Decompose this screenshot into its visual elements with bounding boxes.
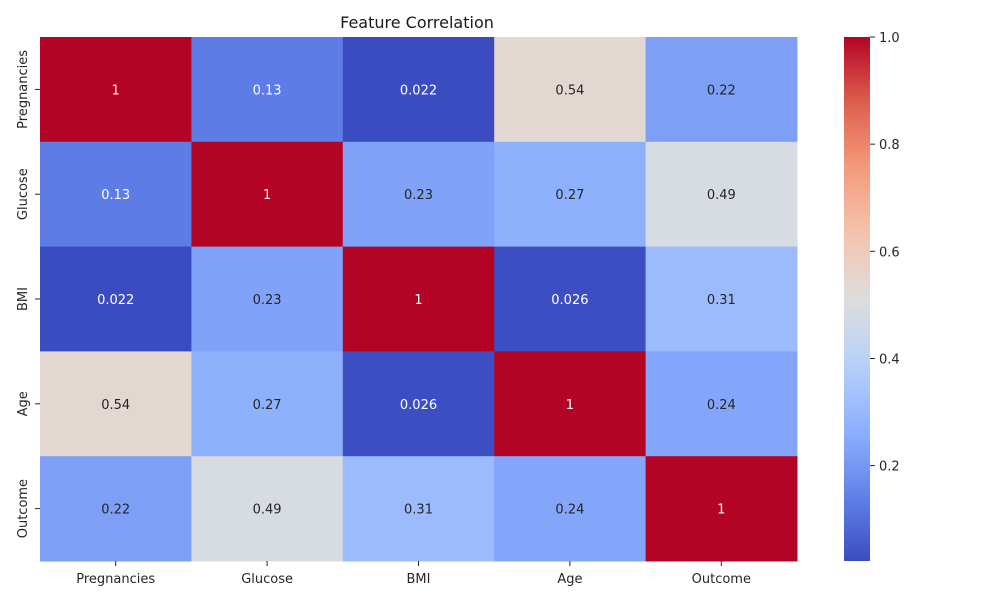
heatmap-cell-2-0 bbox=[40, 246, 192, 352]
cell-value-label-4-0: 0.22 bbox=[101, 503, 130, 518]
heatmap-cell-0-3 bbox=[494, 37, 647, 143]
y-tick-label-3: Age bbox=[16, 391, 31, 416]
y-tick-label-0: Pregnancies bbox=[16, 50, 31, 129]
cell-value-label-3-3: 1 bbox=[566, 398, 574, 413]
heatmap-cell-2-3 bbox=[494, 246, 647, 352]
cell-value-label-0-2: 0.022 bbox=[400, 83, 437, 98]
y-tick-label-1: Glucose bbox=[16, 168, 31, 220]
heatmap-cell-0-0 bbox=[40, 37, 192, 143]
heatmap-cell-4-3 bbox=[494, 456, 647, 562]
heatmap-cell-3-2 bbox=[342, 351, 495, 457]
cell-value-label-1-0: 0.13 bbox=[101, 188, 130, 203]
x-tick-label-4: Outcome bbox=[692, 572, 751, 587]
colorbar-tick-label-4: 1.0 bbox=[879, 31, 900, 46]
cell-value-label-3-2: 0.026 bbox=[400, 398, 437, 413]
heatmap-cell-0-1 bbox=[191, 37, 344, 143]
heatmap-cells: 1 0.13 0.022 0.54 0.22 0.13 1 0.23 0.27 0.49 0.022… bbox=[40, 37, 798, 562]
cell-value-label-0-1: 0.13 bbox=[253, 83, 282, 98]
heatmap-cell-0-2 bbox=[342, 37, 495, 143]
cell-value-label-1-4: 0.49 bbox=[707, 188, 736, 203]
cell-value-label-3-4: 0.24 bbox=[707, 398, 736, 413]
heatmap-cell-2-4 bbox=[645, 246, 798, 352]
heatmap-cell-2-1 bbox=[191, 246, 344, 352]
heatmap-cell-1-2 bbox=[342, 141, 495, 248]
colorbar-tick-label-1: 0.4 bbox=[879, 352, 900, 367]
cell-value-label-1-2: 0.23 bbox=[404, 188, 433, 203]
heatmap-cell-3-0 bbox=[40, 351, 192, 457]
x-tick-label-0: Pregnancies bbox=[76, 572, 155, 587]
cell-value-label-2-1: 0.23 bbox=[253, 293, 282, 308]
colorbar: 0.2 0.4 0.6 0.8 1.0 bbox=[844, 31, 900, 561]
heatmap-cell-3-4 bbox=[645, 351, 798, 457]
y-tick-label-2: BMI bbox=[16, 287, 31, 311]
colorbar-gradient bbox=[844, 37, 870, 561]
cell-value-label-4-1: 0.49 bbox=[253, 503, 282, 518]
heatmap-cell-0-4 bbox=[645, 37, 798, 143]
cell-value-label-4-2: 0.31 bbox=[404, 503, 433, 518]
heatmap-cell-1-0 bbox=[40, 141, 192, 248]
x-tick-label-3: Age bbox=[557, 572, 582, 587]
x-tick-label-1: Glucose bbox=[241, 572, 293, 587]
cell-value-label-1-1: 1 bbox=[263, 188, 271, 203]
cell-value-label-3-1: 0.27 bbox=[253, 398, 282, 413]
x-tick-label-2: BMI bbox=[407, 572, 431, 587]
cell-value-label-0-0: 1 bbox=[112, 83, 120, 98]
y-tick-label-4: Outcome bbox=[16, 479, 31, 538]
heatmap-cell-4-4 bbox=[645, 456, 798, 562]
colorbar-tick-label-3: 0.8 bbox=[879, 138, 900, 153]
y-axis: Pregnancies Glucose BMI Age Outcome bbox=[16, 50, 40, 538]
colorbar-tick-label-0: 0.2 bbox=[879, 460, 900, 475]
cell-value-label-3-0: 0.54 bbox=[101, 398, 130, 413]
heatmap-cell-1-1 bbox=[191, 141, 344, 248]
heatmap-cell-2-2 bbox=[342, 246, 495, 352]
heatmap-cell-1-4 bbox=[645, 141, 798, 248]
cell-value-label-0-4: 0.22 bbox=[707, 83, 736, 98]
chart-title: Feature Correlation bbox=[340, 13, 494, 32]
colorbar-tick-label-2: 0.6 bbox=[879, 245, 900, 260]
heatmap-cell-3-3 bbox=[494, 351, 647, 457]
cell-value-label-4-3: 0.24 bbox=[555, 503, 584, 518]
heatmap-cell-4-1 bbox=[191, 456, 344, 562]
heatmap-cell-4-2 bbox=[342, 456, 495, 562]
heatmap-cell-3-1 bbox=[191, 351, 344, 457]
cell-value-label-4-4: 1 bbox=[717, 503, 725, 518]
heatmap-cell-4-0 bbox=[40, 456, 192, 562]
x-axis: Pregnancies Glucose BMI Age Outcome bbox=[76, 561, 751, 587]
cell-value-label-2-2: 1 bbox=[414, 293, 422, 308]
cell-value-label-2-4: 0.31 bbox=[707, 293, 736, 308]
cell-value-label-1-3: 0.27 bbox=[555, 188, 584, 203]
cell-value-label-2-0: 0.022 bbox=[97, 293, 134, 308]
cell-value-label-0-3: 0.54 bbox=[555, 83, 584, 98]
cell-value-label-2-3: 0.026 bbox=[551, 293, 588, 308]
heatmap-cell-1-3 bbox=[494, 141, 647, 248]
